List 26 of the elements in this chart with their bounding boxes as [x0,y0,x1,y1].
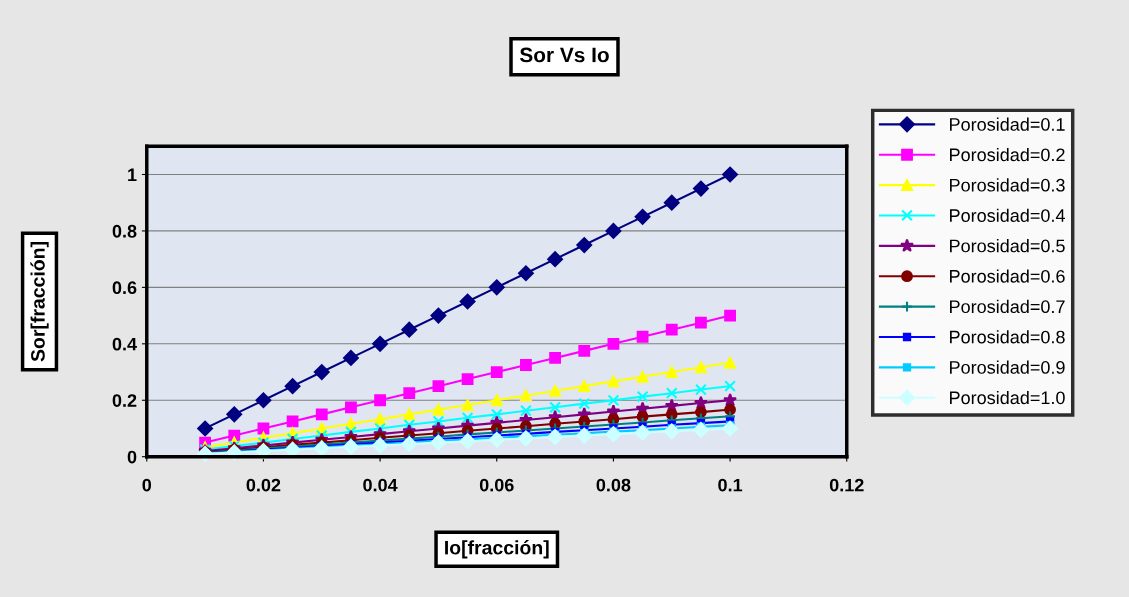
y-tick-label: 0.6 [112,281,137,295]
x-tick-label: 0.12 [829,478,864,492]
legend-label: Porosidad=1.0 [950,390,1065,405]
legend-label: Porosidad=0.9 [950,360,1065,374]
y-tick-label: 0 [127,450,137,464]
chart-title: Sor Vs Io [519,47,609,63]
x-axis-title: Io[fracción] [445,540,549,559]
x-tick-label: 0.1 [718,478,743,492]
y-tick-label: 0.4 [112,337,137,351]
x-tick-label: 0.06 [479,478,514,492]
legend-label: Porosidad=0.6 [950,269,1065,283]
legend-label: Porosidad=0.7 [950,299,1065,314]
y-axis-title: Sor[fracción] [30,242,49,362]
x-tick-label: 0.02 [246,478,281,492]
legend-label: Porosidad=0.4 [950,208,1065,222]
legend-label: Porosidad=0.3 [950,178,1065,192]
legend-label: Porosidad=0.8 [950,330,1065,344]
x-tick-label: 0 [142,478,152,492]
legend-label: Porosidad=0.1 [950,117,1065,131]
y-tick-label: 0.8 [112,224,137,238]
x-tick-label: 0.04 [363,478,398,492]
legend-label: Porosidad=0.2 [950,147,1065,162]
legend-label: Porosidad=0.5 [950,239,1065,253]
y-tick-label: 1 [128,168,137,182]
x-tick-label: 0.08 [596,478,631,492]
y-tick-label: 0.2 [112,394,137,407]
